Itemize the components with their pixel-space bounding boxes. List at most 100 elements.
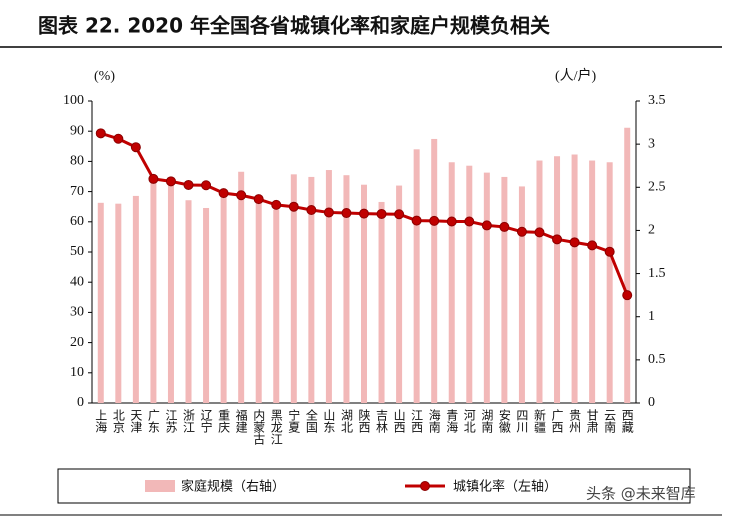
- chart-title: 图表 22. 2020 年全国各省城镇化率和家庭户规模负相关: [38, 14, 550, 38]
- x-tick-label: 北京: [111, 409, 125, 434]
- bar: [378, 201, 385, 403]
- y-tick-label: 70: [70, 184, 84, 199]
- line-marker: [183, 179, 194, 190]
- x-tick-label: 福建: [234, 408, 248, 434]
- line-marker: [271, 199, 282, 210]
- bar: [238, 171, 245, 403]
- x-tick-label: 湖南: [480, 408, 494, 433]
- y-tick-label: 10: [70, 365, 84, 380]
- x-tick-label: 新疆: [532, 408, 546, 433]
- bar: [606, 162, 613, 403]
- y-tick-label: 30: [70, 305, 84, 320]
- bar: [185, 200, 192, 403]
- line-marker: [341, 208, 352, 219]
- bar: [255, 201, 262, 403]
- x-tick-label: 贵州: [568, 409, 582, 433]
- y2-tick-label: 0: [648, 395, 655, 410]
- line-marker: [587, 240, 598, 251]
- line-marker: [113, 133, 124, 144]
- bar: [396, 185, 403, 403]
- bar: [589, 160, 596, 403]
- x-tick-label: 河北: [462, 409, 476, 434]
- y-tick-label: 40: [70, 274, 84, 289]
- y2-tick-label: 1.5: [648, 266, 666, 281]
- x-tick-label: 云南: [603, 409, 617, 433]
- bar: [361, 184, 367, 403]
- line-marker: [218, 188, 229, 199]
- legend-swatch: [420, 481, 430, 491]
- bar: [448, 162, 455, 403]
- line-marker: [604, 246, 615, 257]
- y2-tick-label: 3.5: [648, 93, 666, 108]
- x-tick-label: 西藏: [620, 409, 634, 434]
- bar: [571, 154, 578, 403]
- line-marker: [446, 216, 457, 227]
- line-marker: [236, 190, 247, 201]
- y-tick-label: 60: [70, 214, 84, 229]
- bar: [220, 191, 227, 403]
- line-marker: [429, 215, 440, 226]
- bar: [273, 209, 280, 403]
- y-tick-label: 100: [63, 93, 84, 108]
- x-tick-label: 甘肃: [585, 409, 599, 434]
- line-marker: [622, 290, 633, 301]
- legend-box: [57, 468, 691, 504]
- bar: [308, 176, 315, 403]
- x-tick-label: 上海: [94, 409, 108, 433]
- x-tick-label: 广东: [146, 409, 160, 433]
- x-tick-label: 安徽: [497, 408, 511, 433]
- x-tick-label: 黑龙江: [269, 409, 283, 445]
- x-tick-label: 宁夏: [287, 408, 301, 433]
- line-marker: [569, 237, 580, 248]
- line-marker: [359, 208, 369, 219]
- line-marker: [165, 176, 176, 187]
- bar: [536, 160, 543, 403]
- bar: [518, 186, 525, 403]
- line-marker: [148, 173, 159, 184]
- legend-swatch: [145, 480, 175, 492]
- y-tick-label: 90: [70, 123, 84, 138]
- x-tick-label: 山东: [322, 409, 336, 433]
- y2-tick-label: 3: [648, 136, 655, 151]
- line-marker: [534, 227, 545, 238]
- bar: [203, 207, 210, 403]
- y-axis-label: (%): [94, 69, 115, 84]
- line-marker: [411, 215, 422, 226]
- bar: [325, 170, 332, 403]
- legend-label: 家庭规模（右轴）: [181, 479, 285, 495]
- y2-axis-label: (人/户): [555, 67, 597, 84]
- line-marker: [376, 208, 387, 219]
- bar: [290, 174, 297, 403]
- x-tick-label: 江苏: [164, 409, 178, 433]
- bar: [167, 178, 174, 403]
- bar: [97, 202, 104, 403]
- line-marker: [201, 180, 212, 191]
- y-tick-label: 20: [70, 335, 84, 350]
- x-tick-label: 陕西: [357, 408, 371, 433]
- x-tick-label: 海南: [427, 408, 441, 433]
- line-marker: [253, 194, 264, 205]
- x-tick-label: 湖北: [339, 408, 353, 434]
- bar: [554, 156, 561, 403]
- bar: [431, 138, 438, 404]
- line-marker: [481, 220, 492, 231]
- x-tick-label: 江西: [410, 409, 424, 433]
- x-tick-label: 浙江: [182, 409, 196, 433]
- bar: [501, 176, 508, 403]
- line-marker: [130, 142, 141, 153]
- line-marker: [288, 201, 299, 212]
- y2-tick-label: 2.5: [648, 180, 666, 195]
- x-tick-label: 天津: [129, 409, 143, 433]
- y2-tick-label: 2: [648, 223, 655, 238]
- bar: [132, 195, 139, 403]
- bar: [466, 165, 473, 403]
- bar: [413, 149, 420, 403]
- line-marker: [394, 209, 405, 220]
- line-marker: [306, 205, 317, 216]
- x-tick-label: 青海: [445, 409, 459, 433]
- line-marker: [552, 234, 563, 245]
- x-tick-label: 山西: [392, 409, 406, 433]
- y-tick-label: 50: [70, 244, 84, 259]
- bar: [483, 172, 490, 403]
